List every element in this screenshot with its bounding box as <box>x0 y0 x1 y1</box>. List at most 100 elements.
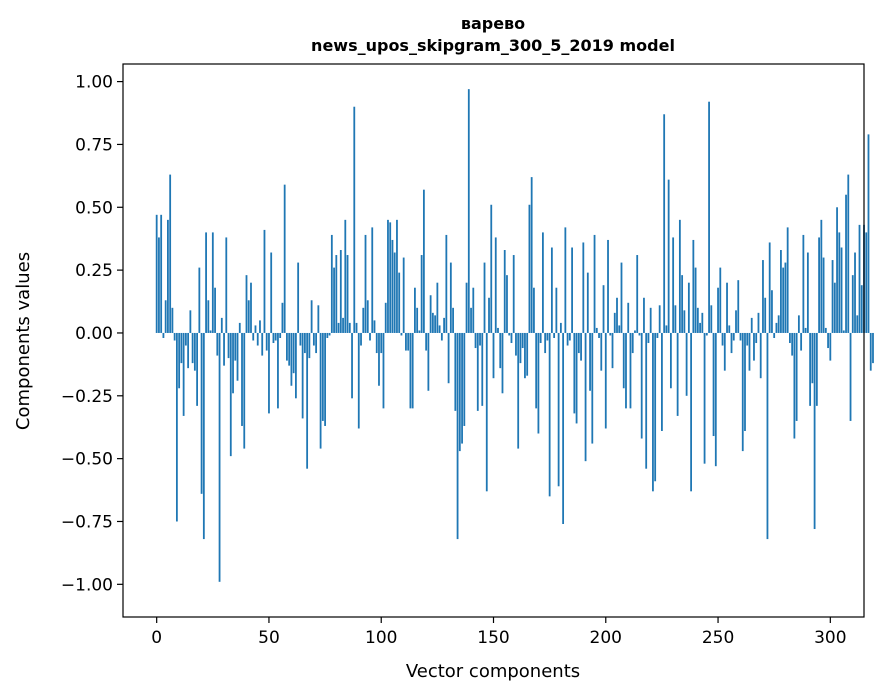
bar-268 <box>757 312 760 333</box>
bar-47 <box>261 332 264 356</box>
bar-32 <box>227 332 230 359</box>
bar-258 <box>735 310 737 333</box>
bar-234 <box>681 275 684 333</box>
bar-169 <box>535 332 538 409</box>
bar-184 <box>568 332 571 341</box>
bar-317 <box>867 134 870 333</box>
bar-209 <box>625 332 627 409</box>
bar-186 <box>573 332 576 414</box>
bar-160 <box>515 332 517 356</box>
bar-28 <box>218 332 221 582</box>
bar-298 <box>824 327 827 333</box>
bar-280 <box>784 262 787 333</box>
bar-13 <box>184 332 187 346</box>
bar-52 <box>272 332 275 344</box>
bar-215 <box>638 332 641 336</box>
chart-title: варево <box>461 14 525 33</box>
bar-150 <box>492 332 495 379</box>
y-tick-label: −0.75 <box>61 512 113 532</box>
bar-140 <box>470 307 472 333</box>
bar-62 <box>295 332 297 399</box>
bar-46 <box>259 320 261 333</box>
bar-235 <box>683 310 686 333</box>
bar-23 <box>207 300 210 333</box>
bar-108 <box>398 272 401 333</box>
bar-299 <box>827 332 829 349</box>
bar-107 <box>396 219 398 333</box>
bar-272 <box>766 332 769 540</box>
bar-5 <box>167 219 169 333</box>
bar-35 <box>234 332 237 361</box>
bar-162 <box>519 332 522 364</box>
bar-102 <box>384 302 387 333</box>
bar-101 <box>382 332 385 409</box>
bar-306 <box>842 330 845 333</box>
bar-296 <box>820 219 823 333</box>
bar-202 <box>609 332 612 336</box>
bar-254 <box>726 282 728 333</box>
bar-80 <box>335 255 338 333</box>
bar-126 <box>438 325 441 333</box>
bar-109 <box>400 332 403 336</box>
bar-143 <box>476 332 479 411</box>
bar-270 <box>762 260 764 333</box>
bar-122 <box>429 295 432 333</box>
bar-239 <box>692 239 695 333</box>
bar-118 <box>420 255 423 333</box>
bar-212 <box>631 332 634 354</box>
bar-279 <box>782 267 785 333</box>
bar-42 <box>250 282 252 333</box>
bar-116 <box>416 307 419 333</box>
bar-221 <box>652 332 654 492</box>
bar-233 <box>678 219 681 333</box>
bar-303 <box>836 207 838 333</box>
chart-subtitle: news_upos_skipgram_300_5_2019 model <box>311 36 675 55</box>
bar-96 <box>371 227 374 333</box>
bar-83 <box>342 317 344 333</box>
bar-278 <box>780 250 782 333</box>
bar-318 <box>869 332 872 371</box>
bar-81 <box>337 322 340 333</box>
bar-180 <box>559 322 562 333</box>
bar-61 <box>292 332 295 374</box>
bar-253 <box>723 332 726 371</box>
bar-33 <box>229 332 232 457</box>
bar-88 <box>353 106 356 333</box>
bar-269 <box>759 332 762 379</box>
bar-50 <box>268 332 270 414</box>
bar-110 <box>402 257 405 333</box>
bar-292 <box>811 332 814 384</box>
bar-189 <box>580 332 582 361</box>
x-tick-label: 50 <box>258 628 280 648</box>
bar-262 <box>744 332 746 431</box>
bar-27 <box>216 332 219 356</box>
bar-227 <box>665 325 668 333</box>
bar-132 <box>452 307 454 333</box>
bar-287 <box>800 332 803 351</box>
bar-163 <box>521 332 524 349</box>
bar-196 <box>595 327 598 333</box>
bar-245 <box>705 332 708 336</box>
bar-2 <box>160 214 163 333</box>
bar-206 <box>618 325 621 333</box>
bar-36 <box>236 332 239 381</box>
bar-112 <box>407 332 410 351</box>
bar-121 <box>427 332 430 391</box>
y-tick-label: 0.00 <box>75 324 113 344</box>
bar-240 <box>694 267 697 333</box>
bar-104 <box>389 222 392 333</box>
bar-219 <box>647 332 650 344</box>
y-tick-label: −0.25 <box>61 387 113 407</box>
bar-25 <box>211 232 214 333</box>
bar-154 <box>501 332 504 394</box>
bar-34 <box>232 332 234 394</box>
bar-289 <box>804 327 807 333</box>
bar-274 <box>771 290 773 333</box>
bar-273 <box>768 242 771 333</box>
bar-103 <box>387 219 389 333</box>
bar-243 <box>701 312 704 333</box>
bar-164 <box>524 332 526 379</box>
bar-153 <box>499 332 502 369</box>
bar-151 <box>494 237 497 333</box>
bar-159 <box>512 255 515 333</box>
